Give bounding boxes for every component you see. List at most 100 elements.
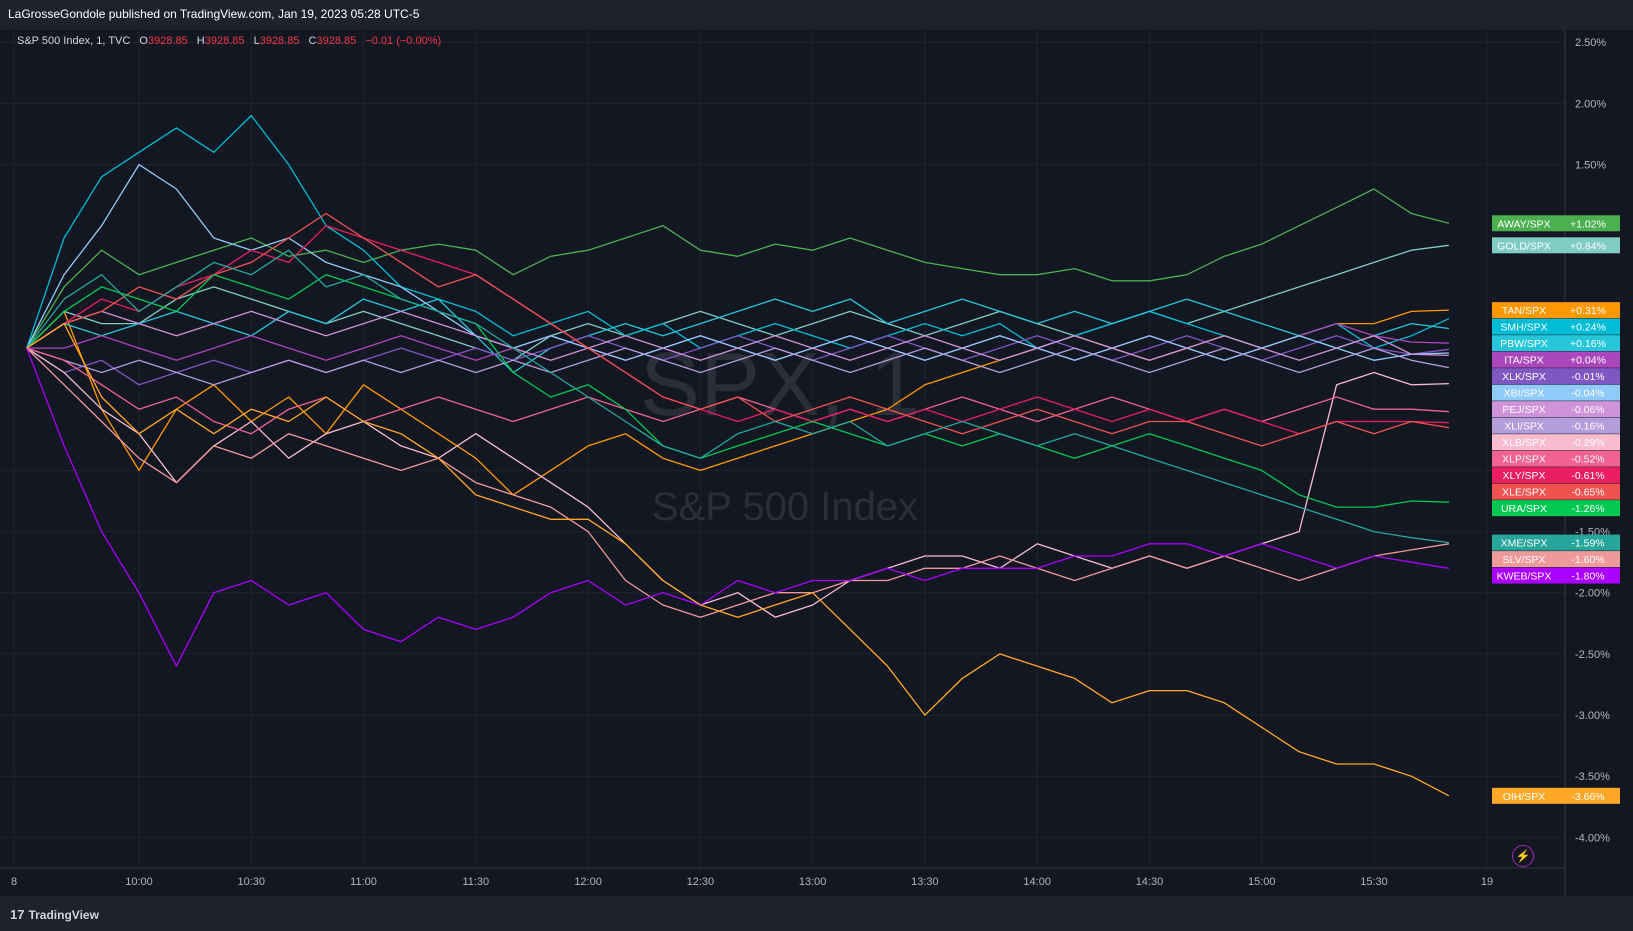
series-line-oih-spx[interactable]: [26, 322, 1450, 797]
legend-high: 3928.85: [204, 35, 245, 47]
tag-name-box: [1492, 787, 1556, 804]
series-tag-pbw-spx: PBW/SPX +0.16%: [1492, 335, 1620, 352]
watermark-name: S&P 500 Index: [652, 485, 918, 529]
series-tag-oih-spx: OIH/SPX -3.66%: [1492, 787, 1620, 804]
tag-name: SMH/SPX: [1500, 322, 1547, 334]
y-tick-label: -3.50%: [1575, 771, 1610, 783]
tag-name: XLP/SPX: [1502, 454, 1546, 466]
symbol-legend: S&P 500 Index, 1, TVC O3928.85 H3928.85 …: [17, 35, 441, 47]
tag-name-box: [1492, 335, 1556, 352]
series-line-xle-spx[interactable]: [26, 212, 1450, 447]
series-line-ura-spx[interactable]: [26, 274, 1449, 508]
y-tick-label: 1.50%: [1575, 160, 1606, 172]
tag-value: -0.04%: [1571, 388, 1604, 400]
series-tag-xly-spx: XLY/SPX -0.61%: [1492, 467, 1620, 484]
series-line-pej-spx[interactable]: [26, 310, 1449, 361]
legend-low: 3928.85: [259, 35, 300, 47]
x-tick-label: 8: [11, 876, 17, 888]
x-tick-label: 19: [1481, 876, 1493, 888]
tradingview-logo[interactable]: 17 TradingView: [10, 907, 99, 922]
tag-value: -0.61%: [1571, 470, 1604, 482]
tag-value: -0.65%: [1571, 487, 1604, 499]
tag-name-box: [1492, 434, 1556, 451]
legend-low-key: L: [253, 35, 260, 47]
tag-name-box: [1492, 567, 1556, 584]
series-line-xli-spx[interactable]: [26, 347, 1450, 386]
tag-name-box: [1492, 417, 1556, 434]
tradingview-brand: TradingView: [28, 908, 99, 922]
tag-name-box: [1492, 483, 1556, 500]
tag-value: -1.26%: [1571, 503, 1604, 515]
series-tag-xlp-spx: XLP/SPX -0.52%: [1492, 450, 1620, 467]
tag-value-box: [1556, 368, 1620, 385]
y-tick-label: -3.00%: [1575, 710, 1610, 722]
x-tick-label: 13:30: [911, 876, 939, 888]
tag-value-box: [1556, 335, 1620, 352]
tag-name-box: [1492, 467, 1556, 484]
y-tick-label: -2.00%: [1575, 588, 1610, 600]
series-line-kweb-spx[interactable]: [26, 347, 1450, 667]
tag-name: ITA/SPX: [1504, 355, 1543, 367]
tag-value: -1.60%: [1571, 554, 1604, 566]
y-tick-label: -2.50%: [1575, 649, 1610, 661]
plot-background: [0, 30, 1633, 896]
tag-name: GOLD/SPX: [1497, 240, 1551, 252]
x-tick-label: 15:30: [1360, 876, 1388, 888]
tag-value-box: [1556, 500, 1620, 517]
tag-name: XLY/SPX: [1503, 470, 1546, 482]
legend-close-key: C: [308, 35, 317, 47]
tag-name: OIH/SPX: [1503, 791, 1546, 803]
series-tag-kweb-spx: KWEB/SPX -1.80%: [1492, 567, 1620, 584]
tag-name-box: [1492, 500, 1556, 517]
tag-value: +0.04%: [1570, 355, 1606, 367]
tag-value-box: [1556, 215, 1620, 232]
series-tag-xlb-spx: XLB/SPX -0.29%: [1492, 434, 1620, 451]
x-tick-label: 13:00: [799, 876, 827, 888]
tag-value: +0.84%: [1570, 240, 1606, 252]
tag-name-box: [1492, 368, 1556, 385]
y-tick-label: -4.00%: [1575, 832, 1610, 844]
tag-value-box: [1556, 302, 1620, 319]
series-tag-ura-spx: URA/SPX -1.26%: [1492, 500, 1620, 517]
series-tag-xli-spx: XLI/SPX -0.16%: [1492, 417, 1620, 434]
series-tag-tan-spx: TAN/SPX +0.31%: [1492, 302, 1620, 319]
series-tag-xbi-spx: XBI/SPX -0.04%: [1492, 384, 1620, 401]
legend-open: 3928.85: [147, 35, 188, 47]
tag-value: -0.16%: [1571, 421, 1604, 433]
tag-value-box: [1556, 483, 1620, 500]
series-line-xme-spx[interactable]: [26, 249, 1449, 544]
series-line-slv-spx[interactable]: [26, 347, 1450, 618]
tag-value-box: [1556, 417, 1620, 434]
tag-value-box: [1556, 450, 1620, 467]
tag-value: -0.52%: [1571, 454, 1604, 466]
series-line-gold-spx[interactable]: [26, 244, 1449, 361]
tag-name-box: [1492, 534, 1556, 551]
tag-value-box: [1556, 567, 1620, 584]
tag-name: PEJ/SPX: [1502, 404, 1545, 416]
legend-close: 3928.85: [316, 35, 357, 47]
tag-value-box: [1556, 551, 1620, 568]
tag-name: URA/SPX: [1501, 503, 1547, 515]
tag-name: TAN/SPX: [1502, 305, 1546, 317]
x-tick-label: 11:00: [350, 876, 377, 888]
x-tick-label: 10:00: [125, 876, 153, 888]
legend-change: −0.01 (−0.00%): [365, 35, 442, 47]
series-line-pbw-spx[interactable]: [26, 298, 1449, 374]
tag-value-box: [1556, 787, 1620, 804]
series-line-away-spx[interactable]: [26, 188, 1450, 349]
legend-symbol: S&P 500 Index, 1, TVC: [17, 35, 131, 47]
tag-value: +0.16%: [1570, 338, 1606, 350]
tag-value: -0.29%: [1571, 437, 1604, 449]
y-tick-label: 2.00%: [1575, 98, 1606, 110]
lightning-icon[interactable]: ⚡: [1512, 845, 1534, 867]
series-tag-slv-spx: SLV/SPX -1.60%: [1492, 551, 1620, 568]
series-tag-away-spx: AWAY/SPX +1.02%: [1492, 215, 1620, 232]
tag-name-box: [1492, 384, 1556, 401]
tag-value-box: [1556, 237, 1620, 254]
tag-value: -1.59%: [1571, 538, 1604, 550]
tag-name-box: [1492, 351, 1556, 368]
series-tag-smh-spx: SMH/SPX +0.24%: [1492, 318, 1620, 335]
tag-value-box: [1556, 401, 1620, 418]
legend-high-key: H: [196, 35, 205, 47]
